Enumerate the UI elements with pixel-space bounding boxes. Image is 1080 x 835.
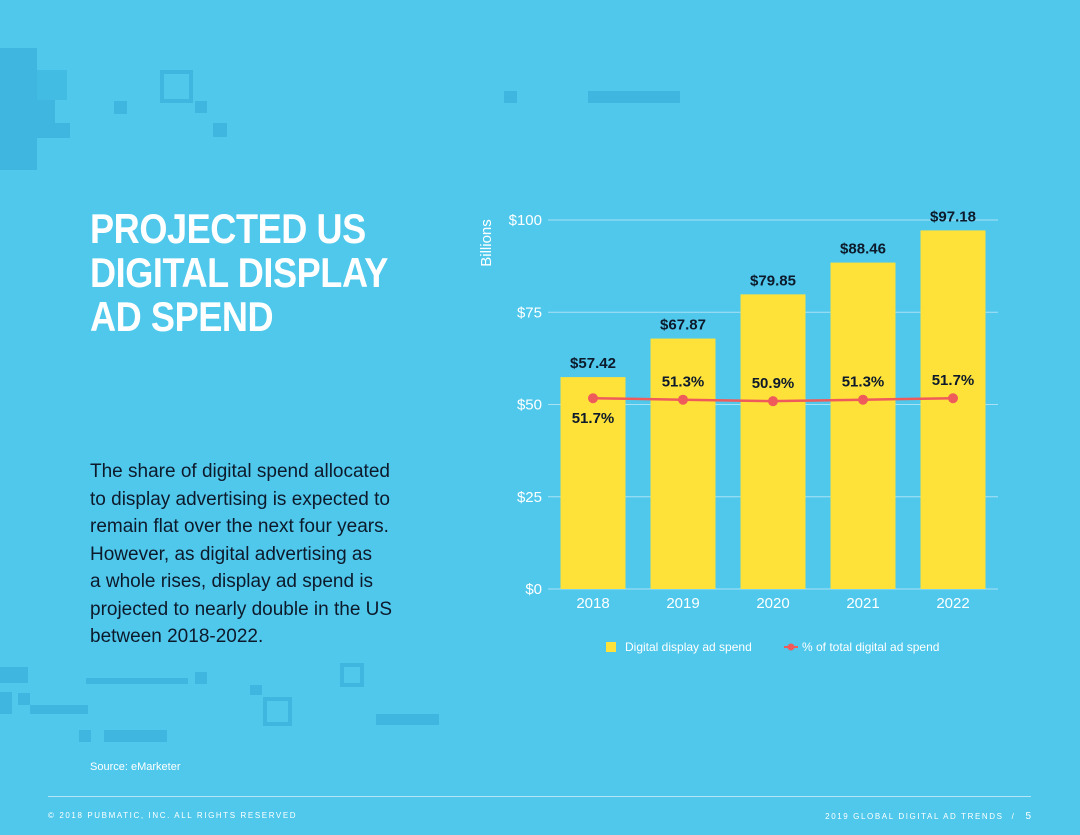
footer-publication: 2019 GLOBAL DIGITAL AD TRENDS / 5 bbox=[825, 811, 1031, 822]
page-title: PROJECTED US DIGITAL DISPLAY AD SPEND bbox=[90, 207, 388, 339]
y-tick-label: $25 bbox=[517, 489, 542, 506]
bar-value-label: $67.87 bbox=[660, 317, 706, 334]
title-line: PROJECTED US bbox=[90, 205, 366, 252]
x-tick-label: 2022 bbox=[936, 595, 969, 612]
legend-line-label: % of total digital ad spend bbox=[802, 640, 939, 654]
bar-2021 bbox=[830, 262, 896, 589]
body-line: However, as digital advertising as bbox=[90, 543, 372, 565]
y-tick-label: $75 bbox=[517, 304, 542, 321]
x-tick-label: 2019 bbox=[666, 595, 699, 612]
footer-publication-title: 2019 GLOBAL DIGITAL AD TRENDS bbox=[825, 812, 1004, 821]
x-tick-label: 2018 bbox=[576, 595, 609, 612]
body-line: a whole rises, display ad spend is bbox=[90, 571, 374, 592]
title-line: DIGITAL DISPLAY bbox=[90, 249, 388, 296]
bar-value-label: $88.46 bbox=[840, 241, 886, 258]
share-point bbox=[768, 396, 778, 407]
share-value-label: 50.9% bbox=[752, 375, 795, 392]
page-number: 5 bbox=[1025, 811, 1031, 822]
bar-2018 bbox=[560, 377, 626, 589]
body-line: The share of digital spend allocated bbox=[90, 461, 390, 482]
body-line: remain flat over the next four years. bbox=[90, 516, 389, 537]
y-tick-label: $50 bbox=[517, 397, 542, 414]
body-line: to display advertising is expected to bbox=[90, 488, 390, 510]
share-value-label: 51.7% bbox=[932, 372, 975, 389]
bar-value-label: $97.18 bbox=[930, 208, 976, 225]
share-value-label: 51.3% bbox=[662, 374, 705, 391]
y-tick-label: $100 bbox=[509, 212, 542, 229]
legend-bar-swatch bbox=[606, 642, 616, 652]
body-line: projected to nearly double in the US bbox=[90, 598, 393, 620]
share-point bbox=[678, 394, 688, 405]
legend-bar-label: Digital display ad spend bbox=[625, 640, 752, 654]
footer-divider bbox=[48, 796, 1031, 797]
body-paragraph: The share of digital spend allocated to … bbox=[90, 458, 430, 651]
title-line: AD SPEND bbox=[90, 293, 274, 340]
share-point bbox=[858, 394, 868, 405]
x-tick-label: 2020 bbox=[756, 595, 789, 612]
bar-value-label: $57.42 bbox=[570, 355, 616, 372]
bar-2020 bbox=[740, 294, 806, 589]
bar-2022 bbox=[920, 230, 986, 589]
share-point bbox=[948, 393, 958, 404]
share-point bbox=[588, 393, 598, 404]
footer-copyright: © 2018 PUBMATIC, INC. ALL RIGHTS RESERVE… bbox=[48, 811, 298, 820]
body-line: between 2018-2022. bbox=[90, 626, 264, 647]
legend-line-marker bbox=[787, 643, 795, 651]
bar-value-label: $79.85 bbox=[750, 272, 796, 289]
y-tick-label: $0 bbox=[525, 581, 542, 598]
share-value-label: 51.7% bbox=[572, 410, 615, 427]
footer-separator: / bbox=[1011, 812, 1016, 821]
source-note: Source: eMarketer bbox=[90, 761, 181, 773]
bar-2019 bbox=[650, 338, 716, 589]
share-value-label: 51.3% bbox=[842, 374, 885, 391]
y-axis-title: Billions bbox=[478, 219, 495, 267]
x-tick-label: 2021 bbox=[846, 595, 879, 612]
